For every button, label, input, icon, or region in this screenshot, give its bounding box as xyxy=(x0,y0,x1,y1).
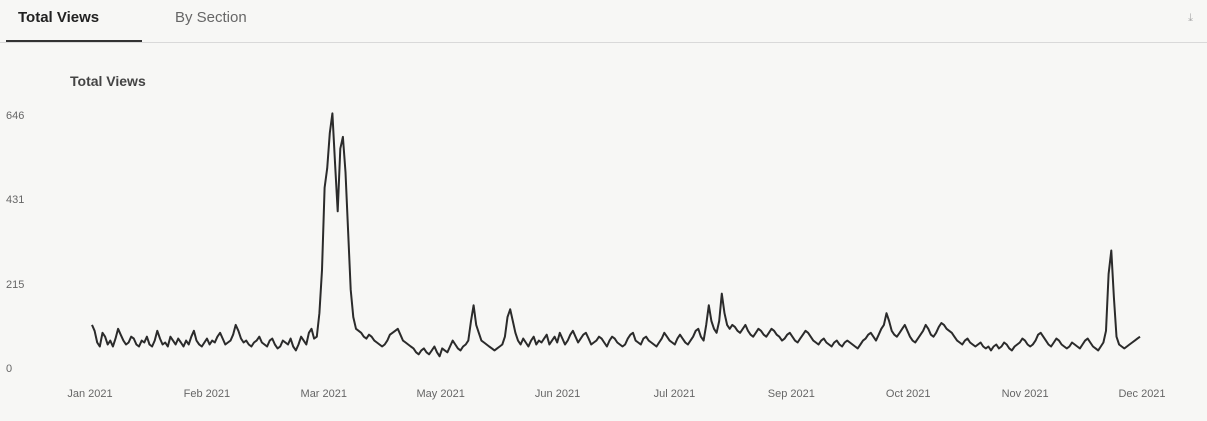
download-icon[interactable]: ⤓ xyxy=(1188,12,1193,24)
x-tick-label: Jun 2021 xyxy=(535,388,580,400)
x-tick-label: Mar 2021 xyxy=(301,388,347,400)
tab-bar: Total Views By Section ⤓ xyxy=(0,0,1207,44)
y-tick-label: 215 xyxy=(6,279,24,291)
y-axis: 0 215 431 646 xyxy=(6,110,24,375)
series-line-total-views xyxy=(91,112,1141,358)
tab-by-section[interactable]: By Section xyxy=(175,9,247,26)
x-axis: Jan 2021 Feb 2021 Mar 2021 May 2021 Jun 2021… xyxy=(67,388,1165,400)
x-tick-label: Dec 2021 xyxy=(1118,388,1165,400)
x-tick-label: May 2021 xyxy=(417,388,465,400)
tab-total-views[interactable]: Total Views xyxy=(18,9,100,26)
tab-divider xyxy=(0,42,1207,43)
y-tick-label: 431 xyxy=(6,194,24,206)
y-tick-label: 646 xyxy=(6,110,24,122)
chart-title: Total Views xyxy=(70,73,146,89)
x-tick-label: Oct 2021 xyxy=(886,388,931,400)
x-tick-label: Jul 2021 xyxy=(654,388,696,400)
x-tick-label: Sep 2021 xyxy=(768,388,815,400)
x-tick-label: Feb 2021 xyxy=(184,388,230,400)
x-tick-label: Nov 2021 xyxy=(1002,388,1049,400)
active-tab-indicator xyxy=(6,40,142,43)
y-tick-label: 0 xyxy=(6,363,12,375)
x-tick-label: Jan 2021 xyxy=(67,388,112,400)
